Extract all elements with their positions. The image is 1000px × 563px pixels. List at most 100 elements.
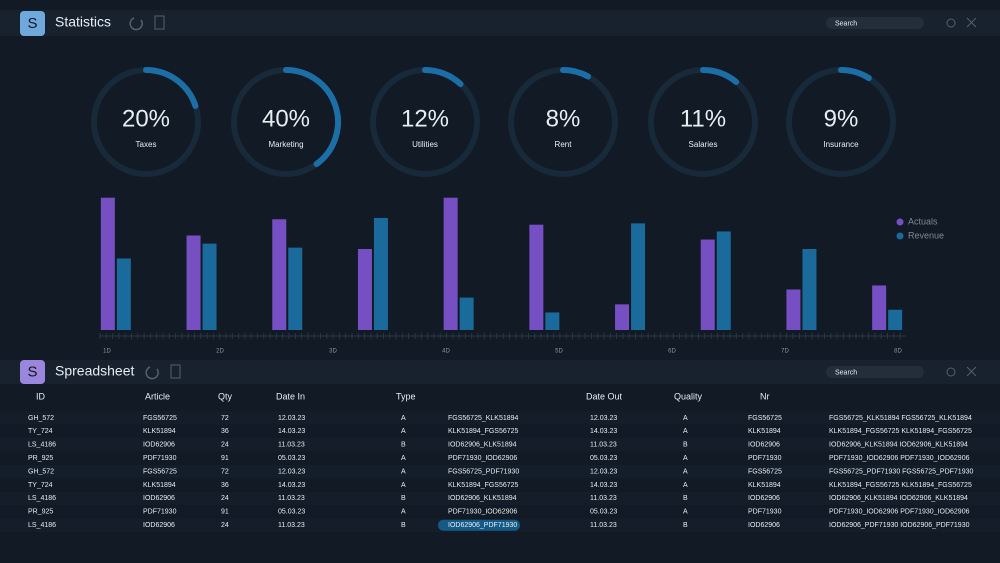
- table-cell: FGS56725_PDF71930: [448, 468, 519, 475]
- table-cell: A: [683, 482, 688, 489]
- close-icon[interactable]: [966, 366, 977, 377]
- table-cell: A: [683, 415, 688, 422]
- gauge-arc: [838, 67, 872, 82]
- table-row: [0, 464, 1000, 479]
- table-cell: 14.03.23: [278, 428, 305, 435]
- bar: [186, 235, 201, 330]
- x-tick-label: 6D: [668, 349, 676, 355]
- content: 20% Taxes 40% Marketing 12% Utilities 8% Rent 11…: [0, 67, 1000, 532]
- sheet-icon-letter: S: [27, 363, 37, 380]
- search-box[interactable]: [826, 17, 924, 29]
- bar: [116, 258, 131, 330]
- table-cell: IOD62906: [748, 522, 780, 529]
- column-header: Quality: [674, 391, 703, 401]
- table-row: [0, 424, 1000, 439]
- gauge-value: 8%: [546, 105, 581, 132]
- gauge-label: Rent: [555, 140, 573, 149]
- table-cell: IOD62906_KLK51894: [448, 442, 517, 449]
- table-row: [0, 411, 1000, 425]
- copy-icon[interactable]: [154, 15, 165, 30]
- table-cell: IOD62906_PDF71930 IOD62906_PDF71930: [829, 522, 970, 529]
- table-cell: 14.03.23: [590, 482, 617, 489]
- search-placeholder: Search: [835, 20, 857, 27]
- table-cell: KLK51894: [748, 428, 781, 435]
- x-tick-label: 5D: [555, 349, 563, 355]
- close-icon[interactable]: [966, 17, 977, 28]
- gauge-arc: [143, 67, 199, 109]
- table-cell: 12.03.23: [590, 415, 617, 422]
- table-cell: GH_572: [28, 468, 54, 475]
- table-cell: FGS56725_PDF71930 FGS56725_PDF71930: [829, 468, 973, 475]
- table-cell: LS_4186: [28, 522, 56, 529]
- gauge-label: Utilities: [412, 140, 438, 149]
- table-cell: A: [401, 509, 406, 516]
- x-tick-label: 8D: [894, 349, 902, 355]
- search-box[interactable]: [826, 366, 924, 378]
- app-icon[interactable]: [20, 11, 45, 36]
- column-header: Type: [396, 391, 416, 401]
- table-cell: 05.03.23: [590, 509, 617, 516]
- table-cell: IOD62906_KLK51894 IOD62906_KLK51894: [829, 442, 968, 449]
- table-cell: IOD62906: [748, 495, 780, 502]
- table-cell: KLK51894_FGS56725 KLK51894_FGS56725: [829, 482, 972, 489]
- legend-label: Revenue: [908, 230, 944, 240]
- table-cell: 72: [221, 468, 229, 475]
- table-cell: PDF71930: [748, 455, 782, 462]
- table-cell: KLK51894_FGS56725: [448, 482, 519, 489]
- table-cell: 11.03.23: [278, 495, 305, 502]
- bar: [802, 249, 817, 330]
- table-cell: B: [683, 522, 688, 529]
- app-icon-letter: S: [27, 15, 37, 32]
- table-cell: PR_925: [28, 455, 53, 462]
- column-header: Article: [145, 391, 170, 401]
- table-cell: 36: [221, 428, 229, 435]
- gauge-arc: [422, 67, 464, 88]
- table-cell: A: [401, 415, 406, 422]
- bar: [459, 297, 474, 330]
- table-row: [0, 438, 1000, 452]
- table-cell: TY_724: [28, 428, 53, 435]
- table-cell: PDF71930: [748, 509, 782, 516]
- table-cell: IOD62906_KLK51894 IOD62906_KLK51894: [829, 495, 968, 502]
- table-cell: A: [401, 455, 406, 462]
- x-tick-label: 7D: [781, 349, 789, 355]
- table-cell: 11.03.23: [590, 442, 617, 449]
- column-header: ID: [36, 391, 46, 401]
- refresh-icon[interactable]: [129, 17, 143, 31]
- bar: [202, 243, 217, 330]
- table-cell: A: [683, 428, 688, 435]
- gauge-label: Insurance: [823, 140, 859, 149]
- table-cell: IOD62906: [143, 495, 175, 502]
- table-cell: 72: [221, 415, 229, 422]
- table-cell: KLK51894_FGS56725: [448, 428, 519, 435]
- settings-icon[interactable]: [946, 367, 956, 377]
- table-cell: TY_724: [28, 482, 53, 489]
- table-cell: FGS56725: [143, 468, 177, 475]
- gauge-value: 9%: [824, 105, 859, 132]
- table-cell: 05.03.23: [278, 509, 305, 516]
- table-cell: PDF71930_IOD62906: [448, 455, 517, 462]
- column-header: Date In: [276, 391, 305, 401]
- gauge-value: 11%: [680, 105, 726, 132]
- table-cell: PDF71930_IOD62906 PDF71930_IOD62906: [829, 455, 970, 462]
- sheet-icon[interactable]: [20, 360, 45, 384]
- x-tick-label: 3D: [329, 349, 337, 355]
- gauge-value: 40%: [262, 105, 310, 132]
- settings-icon[interactable]: [946, 18, 956, 28]
- table-cell: B: [401, 442, 406, 449]
- refresh-icon[interactable]: [145, 366, 159, 380]
- table-cell: 91: [221, 509, 229, 516]
- app-title: Statistics: [55, 14, 111, 30]
- table-cell: IOD62906: [748, 442, 780, 449]
- table-cell: PDF71930_IOD62906: [448, 509, 517, 516]
- copy-icon[interactable]: [170, 364, 181, 379]
- table-cell: KLK51894: [143, 482, 176, 489]
- bar: [545, 312, 560, 330]
- legend-swatch: [896, 218, 904, 226]
- table-cell: PDF71930: [143, 455, 177, 462]
- table-cell: B: [401, 522, 406, 529]
- gauge-label: Marketing: [268, 140, 303, 149]
- gauge-label: Salaries: [689, 140, 718, 149]
- table-cell: 24: [221, 442, 229, 449]
- bar: [373, 217, 388, 330]
